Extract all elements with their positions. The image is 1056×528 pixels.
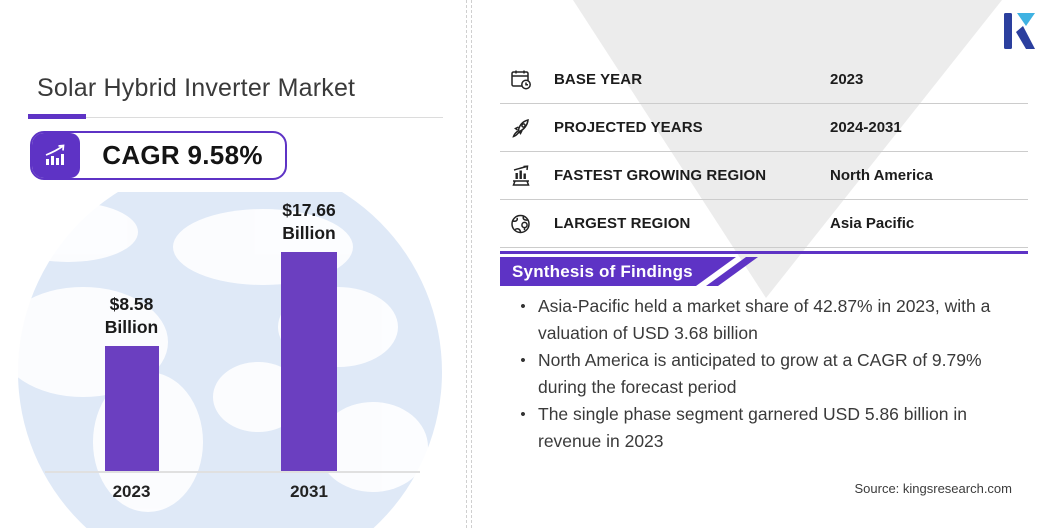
stat-value: 2024-2031 (830, 119, 902, 136)
stat-label: BASE YEAR (554, 71, 643, 88)
stat-label: FASTEST GROWING REGION (554, 167, 767, 184)
bar-2031 (281, 252, 337, 471)
panel-divider (466, 0, 472, 528)
source-attribution: Source: kingsresearch.com (854, 481, 1012, 496)
bar-group-2023: $8.58 Billion (84, 293, 179, 471)
rocket-icon (508, 115, 534, 141)
bar-2023 (104, 346, 159, 471)
growth-region-icon (508, 163, 534, 189)
stat-value: North America (830, 167, 933, 184)
left-panel: Solar Hybrid Inverter Market CAGR 9.58% (0, 0, 466, 528)
cagr-label: CAGR 9.58% (102, 140, 263, 170)
stat-value: Asia Pacific (830, 215, 915, 232)
findings-heading: Synthesis of Findings (512, 262, 693, 281)
calendar-icon (508, 67, 534, 93)
right-panel: BASE YEAR 2023 PROJECTED YEARS 2024-2031 (500, 0, 1028, 528)
bullet-dot: • (520, 352, 526, 369)
stat-label: PROJECTED YEARS (554, 119, 703, 136)
table-row: FASTEST GROWING REGION North America (500, 152, 1028, 200)
globe-icon (508, 211, 534, 237)
list-item: • The single phase segment garnered USD … (508, 401, 1024, 455)
list-item: • North America is anticipated to grow a… (508, 347, 1024, 401)
growth-chart-icon (32, 133, 80, 178)
bar-chart: $8.58 Billion $17.66 Billion 2023 2031 (0, 0, 466, 528)
kings-research-logo (1004, 13, 1035, 49)
title-rule-accent (28, 114, 86, 119)
bar-value-label: $8.58 Billion (104, 293, 159, 337)
x-axis-line (45, 471, 420, 473)
cagr-badge: CAGR 9.58% (30, 131, 287, 180)
bullet-dot: • (520, 298, 526, 315)
bar-value-label: $17.66 Billion (282, 199, 336, 243)
table-row: PROJECTED YEARS 2024-2031 (500, 104, 1028, 152)
title-rule (28, 117, 443, 118)
findings-top-line (500, 251, 1028, 254)
x-tick-2023: 2023 (112, 482, 151, 501)
findings-ribbon (500, 257, 758, 286)
stats-table: BASE YEAR 2023 PROJECTED YEARS 2024-2031 (500, 56, 1028, 248)
table-row: LARGEST REGION Asia Pacific (500, 200, 1028, 248)
bullet-dot: • (520, 406, 526, 423)
findings-list: • Asia-Pacific held a market share of 42… (508, 293, 1024, 455)
stat-value: 2023 (830, 71, 864, 88)
table-row: BASE YEAR 2023 (500, 56, 1028, 104)
x-tick-2031: 2031 (290, 482, 328, 501)
list-item: • Asia-Pacific held a market share of 42… (508, 293, 1024, 347)
bar-group-2031: $17.66 Billion (260, 199, 358, 471)
stat-label: LARGEST REGION (554, 215, 691, 232)
page-title: Solar Hybrid Inverter Market (37, 74, 356, 102)
